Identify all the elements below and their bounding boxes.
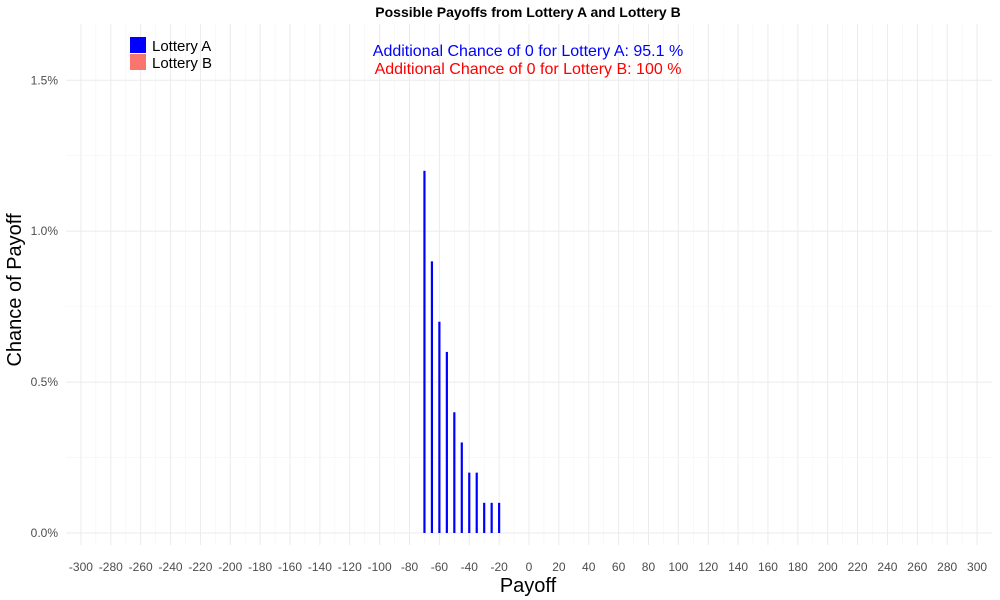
bar-lottery-a bbox=[498, 502, 501, 533]
x-tick-label: -100 bbox=[368, 560, 392, 574]
x-tick-label: 140 bbox=[728, 560, 748, 574]
bar-lottery-a bbox=[423, 170, 426, 533]
x-tick-label: 80 bbox=[642, 560, 656, 574]
x-tick-label: -120 bbox=[338, 560, 362, 574]
x-tick-label: -240 bbox=[159, 560, 183, 574]
x-tick-label: 40 bbox=[582, 560, 596, 574]
x-tick-label: -80 bbox=[401, 560, 419, 574]
bar-lottery-a bbox=[460, 442, 463, 533]
x-tick-label: 180 bbox=[788, 560, 808, 574]
bar-lottery-a bbox=[468, 472, 471, 533]
x-tick-label: 160 bbox=[758, 560, 778, 574]
x-tick-label: -280 bbox=[99, 560, 123, 574]
legend-label-lottery-a: Lottery A bbox=[152, 38, 211, 55]
x-tick-label: 60 bbox=[612, 560, 626, 574]
x-tick-label: -160 bbox=[278, 560, 302, 574]
y-tick-label: 1.5% bbox=[31, 73, 59, 87]
x-tick-label: 240 bbox=[877, 560, 897, 574]
bar-lottery-a bbox=[438, 321, 441, 533]
y-axis-title: Chance of Payoff bbox=[4, 213, 26, 367]
y-tick-label: 0.5% bbox=[31, 375, 59, 389]
y-tick-labels: 0.0% 0.5% 1.0% 1.5% bbox=[31, 73, 59, 540]
x-axis-title: Payoff bbox=[500, 575, 557, 597]
x-tick-label: -200 bbox=[218, 560, 242, 574]
bar-lottery-a bbox=[483, 502, 486, 533]
x-tick-label: -220 bbox=[188, 560, 212, 574]
bar-lottery-a bbox=[453, 412, 456, 533]
bar-lottery-a bbox=[430, 261, 434, 533]
x-tick-label: 220 bbox=[848, 560, 868, 574]
x-tick-labels: -300 -280 -260 -240 -220 -200 -180 -160 -140 -120… bbox=[69, 560, 987, 574]
x-tick-label: 20 bbox=[552, 560, 566, 574]
bars bbox=[423, 170, 501, 533]
x-tick-label: -180 bbox=[248, 560, 272, 574]
x-tick-label: -140 bbox=[308, 560, 332, 574]
x-tick-label: -260 bbox=[129, 560, 153, 574]
bar-lottery-a bbox=[490, 502, 493, 533]
grid bbox=[66, 24, 992, 545]
x-tick-label: -300 bbox=[69, 560, 93, 574]
x-tick-label: 260 bbox=[907, 560, 927, 574]
annotation-lottery-a: Additional Chance of 0 for Lottery A: 95… bbox=[373, 43, 683, 60]
legend-swatch-lottery-b bbox=[130, 54, 146, 70]
x-tick-label: 300 bbox=[967, 560, 987, 574]
x-tick-label: 120 bbox=[698, 560, 718, 574]
annotation-lottery-b: Additional Chance of 0 for Lottery B: 10… bbox=[375, 61, 682, 78]
x-tick-label: 200 bbox=[818, 560, 838, 574]
x-tick-label: 100 bbox=[668, 560, 688, 574]
x-tick-label: -20 bbox=[490, 560, 508, 574]
bar-lottery-a bbox=[445, 351, 448, 533]
legend-label-lottery-b: Lottery B bbox=[152, 55, 212, 72]
x-tick-label: -40 bbox=[461, 560, 479, 574]
chart-title: Possible Payoffs from Lottery A and Lott… bbox=[375, 4, 680, 20]
x-tick-label: -60 bbox=[431, 560, 449, 574]
y-tick-label: 1.0% bbox=[31, 224, 59, 238]
x-tick-label: 280 bbox=[937, 560, 957, 574]
bar-lottery-a bbox=[475, 472, 478, 533]
legend-swatch-lottery-a bbox=[130, 37, 146, 53]
y-tick-label: 0.0% bbox=[31, 526, 59, 540]
x-tick-label: 0 bbox=[526, 560, 533, 574]
legend: Lottery A Lottery B bbox=[130, 37, 212, 72]
